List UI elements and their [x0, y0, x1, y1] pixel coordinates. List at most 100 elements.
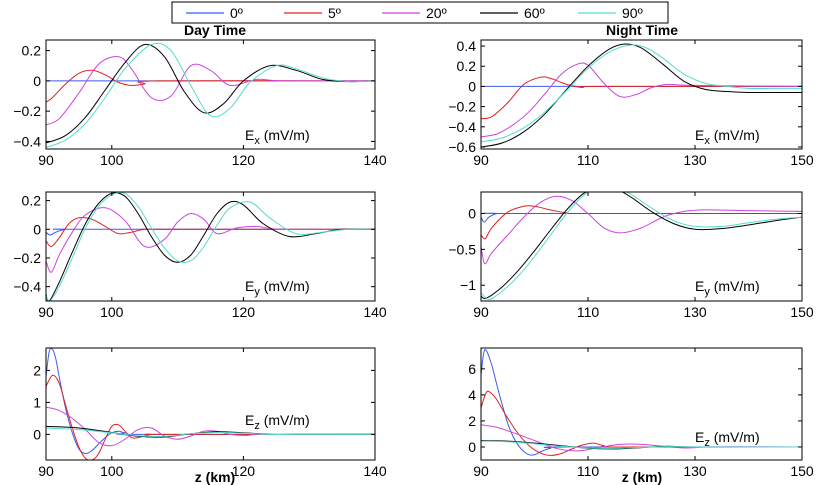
series-line-0 [481, 212, 802, 223]
legend-label-2: 20º [426, 5, 447, 21]
y-tick-label: −1 [460, 277, 476, 293]
field-annotation: Ez (mV/m) [245, 412, 310, 432]
panel-day-ex: 90 100 120 140 −0.4 −0.2 0 0.2 Ex (mV/m) [13, 39, 387, 168]
x-tick-label: 120 [232, 152, 256, 168]
x-tick-label: 150 [790, 304, 814, 320]
series-line-4 [481, 44, 802, 143]
x-tick-label: 100 [100, 152, 124, 168]
x-tick-label: 120 [232, 304, 256, 320]
y-tick-label: −0.4 [13, 279, 41, 295]
y-tick-label: −0.2 [13, 103, 41, 119]
series-line-1 [46, 374, 375, 460]
series-group [481, 192, 802, 301]
x-tick-label: 130 [683, 463, 707, 479]
x-tick-label: 150 [790, 463, 814, 479]
x-tick-label: 150 [790, 152, 814, 168]
field-annotation: Ex (mV/m) [245, 127, 310, 147]
axes-box [480, 39, 803, 150]
y-tick-label: −0.4 [448, 119, 476, 135]
legend-label-4: 90º [622, 5, 643, 21]
x-tick-label: 100 [100, 463, 124, 479]
series-group [46, 192, 375, 301]
series-group [46, 348, 375, 460]
series-line-1 [46, 217, 375, 247]
y-tick-label: 4 [468, 387, 476, 403]
panel-day-ez: 90 100 120 140 0 1 2 Ez (mV/m) [33, 347, 387, 479]
y-tick-label: 0.4 [457, 38, 477, 54]
column-title-day: Day Time [184, 22, 246, 38]
y-tick-label: −0.6 [448, 139, 476, 155]
x-tick-label: 130 [683, 152, 707, 168]
y-tick-label: 0 [468, 206, 476, 222]
legend-label-3: 60º [524, 5, 545, 21]
series-line-2 [46, 207, 375, 273]
axes-box [45, 39, 376, 150]
y-tick-label: 0.2 [22, 193, 42, 209]
y-tick-label: 0.2 [457, 58, 477, 74]
y-tick-label: −0.2 [448, 99, 476, 115]
series-group [46, 42, 375, 148]
series-line-4 [46, 42, 375, 148]
axes-box [45, 191, 376, 302]
xlabel-day: z (km) [195, 469, 235, 485]
y-tick-label: −0.2 [13, 250, 41, 266]
x-tick-label: 130 [683, 304, 707, 320]
panel-night-ez: 90 110 130 150 0 2 4 6 Ez (mV/m) [468, 347, 814, 479]
series-line-3 [46, 43, 375, 144]
series-line-3 [481, 192, 802, 299]
y-tick-label: 0 [33, 426, 41, 442]
series-line-3 [46, 192, 375, 301]
series-line-4 [481, 440, 802, 449]
y-tick-label: 0 [33, 73, 41, 89]
field-annotation: Ey (mV/m) [695, 278, 760, 298]
x-tick-label: 90 [38, 463, 54, 479]
x-tick-label: 100 [100, 304, 124, 320]
legend: 0º 5º 20º 60º 90º [171, 1, 669, 24]
y-tick-label: 0.2 [22, 43, 42, 59]
axes-box [480, 347, 803, 461]
series-line-4 [481, 192, 802, 301]
x-tick-label: 90 [38, 152, 54, 168]
series-line-0 [481, 349, 802, 456]
series-group [481, 43, 802, 148]
legend-label-0: 0º [230, 5, 243, 21]
x-tick-label: 110 [577, 152, 600, 168]
series-line-4 [46, 427, 375, 437]
y-tick-label: 1 [33, 394, 41, 410]
y-tick-label: 6 [468, 361, 476, 377]
x-tick-label: 140 [363, 463, 387, 479]
series-line-2 [46, 406, 375, 447]
series-group [481, 349, 802, 456]
column-title-night: Night Time [606, 22, 678, 38]
series-line-1 [481, 76, 802, 120]
panel-day-ey: 90 100 120 140 −0.4 −0.2 0 0.2 Ey (mV/m) [13, 191, 387, 320]
series-line-2 [481, 62, 802, 138]
x-tick-label: 120 [232, 463, 256, 479]
axes-box [45, 347, 376, 461]
series-line-0 [46, 348, 375, 455]
series-line-2 [481, 195, 802, 265]
y-tick-label: 0 [33, 221, 41, 237]
series-line-2 [46, 56, 375, 126]
x-tick-label: 140 [363, 152, 387, 168]
x-tick-label: 90 [473, 304, 489, 320]
x-tick-label: 110 [577, 304, 600, 320]
y-tick-label: 2 [468, 413, 476, 429]
y-tick-label: 0 [468, 78, 476, 94]
xlabel-night: z (km) [622, 469, 662, 485]
y-tick-label: 2 [33, 362, 41, 378]
x-tick-label: 90 [473, 152, 489, 168]
series-line-1 [46, 69, 375, 103]
y-tick-label: −0.4 [13, 133, 41, 149]
legend-label-1: 5º [328, 5, 341, 21]
panel-night-ex: 90 110 130 150 −0.6 −0.4 −0.2 0 0.2 0.4 Ex (mV/m) [448, 38, 814, 168]
field-annotation: Ey (mV/m) [245, 278, 310, 298]
panel-night-ey: 90 110 130 150 −1 −0.5 0 Ey (mV/m) [448, 191, 814, 320]
series-line-4 [46, 192, 375, 301]
x-tick-label: 110 [577, 463, 600, 479]
axes-box [480, 191, 803, 302]
x-tick-label: 90 [38, 304, 54, 320]
field-annotation: Ez (mV/m) [695, 429, 760, 449]
y-tick-label: 0 [468, 439, 476, 455]
